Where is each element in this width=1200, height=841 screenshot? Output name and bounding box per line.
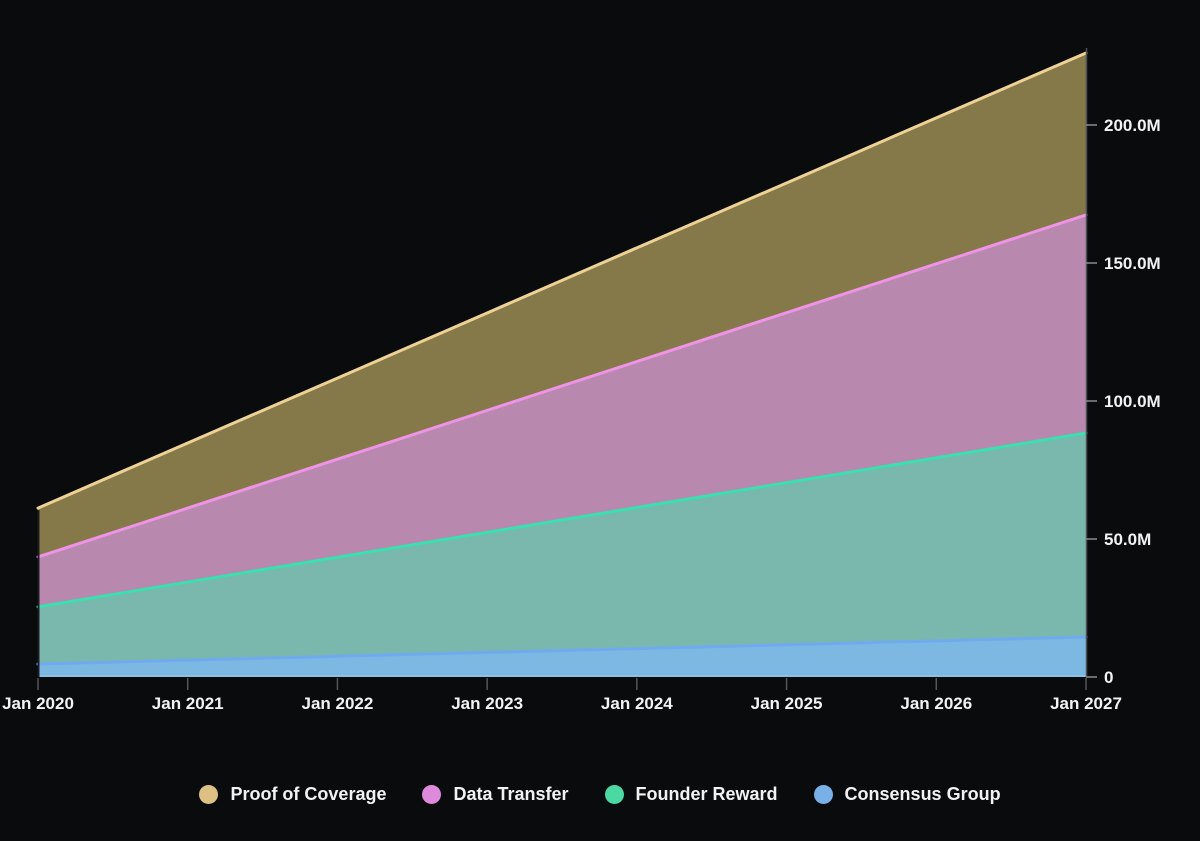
y-tick-label: 200.0M <box>1104 116 1161 135</box>
legend-dot-data-transfer-icon <box>422 784 442 804</box>
line-founder-reward <box>36 431 1088 609</box>
legend-dot-proof-of-coverage-icon <box>199 784 219 804</box>
line-data-transfer <box>36 213 1088 559</box>
x-tick-label: Jan 2025 <box>751 694 823 713</box>
x-tick-label: Jan 2026 <box>900 694 972 713</box>
legend-label-proof-of-coverage: Proof of Coverage <box>230 783 387 804</box>
x-tick-label: Jan 2027 <box>1050 694 1122 713</box>
x-tick-label: Jan 2022 <box>302 694 374 713</box>
area-founder-reward[interactable] <box>38 433 1086 665</box>
line-proof-of-coverage <box>36 51 1088 510</box>
y-tick-label: 50.0M <box>1104 530 1151 549</box>
y-tick-label: 0 <box>1104 668 1113 687</box>
x-tick-label: Jan 2020 <box>2 694 74 713</box>
x-tick-label: Jan 2023 <box>451 694 523 713</box>
legend-item-proof-of-coverage[interactable]: Proof of Coverage <box>199 784 386 805</box>
legend-item-data-transfer[interactable]: Data Transfer <box>422 783 569 805</box>
legend-label-consensus-group: Consensus Group <box>844 783 1001 804</box>
legend-label-data-transfer: Data Transfer <box>453 783 569 804</box>
legend-dot-founder-reward-icon <box>604 784 624 804</box>
y-tick-label: 150.0M <box>1104 254 1161 273</box>
line-consensus-group <box>36 635 1088 666</box>
legend-item-consensus-group[interactable]: Consensus Group <box>813 783 1001 805</box>
area-proof-of-coverage[interactable] <box>38 52 1086 557</box>
x-tick-label: Jan 2021 <box>152 694 224 713</box>
area-consensus-group[interactable] <box>38 636 1086 677</box>
y-tick-label: 100.0M <box>1104 392 1161 411</box>
chart-legend: Proof of Coverage Data Transfer Founder … <box>0 771 1200 817</box>
legend-dot-consensus-group-icon <box>813 784 833 804</box>
legend-item-founder-reward[interactable]: Founder Reward <box>604 783 778 805</box>
x-tick-label: Jan 2024 <box>601 694 673 713</box>
area-data-transfer[interactable] <box>38 214 1086 607</box>
legend-label-founder-reward: Founder Reward <box>635 783 778 804</box>
